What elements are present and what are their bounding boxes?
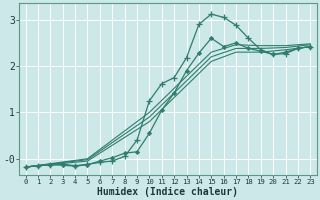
X-axis label: Humidex (Indice chaleur): Humidex (Indice chaleur) (98, 186, 238, 197)
